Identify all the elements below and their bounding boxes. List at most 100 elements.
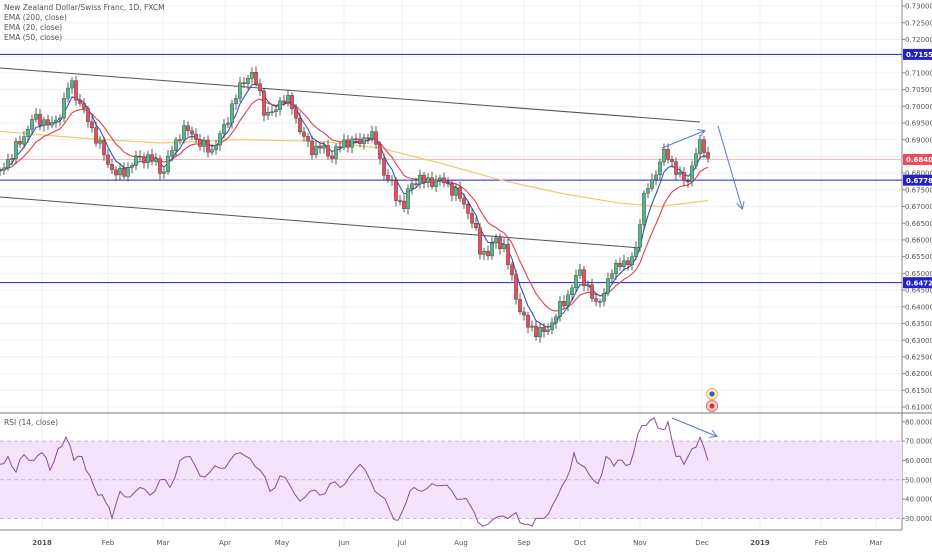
candle-body bbox=[614, 262, 618, 275]
candle-body bbox=[58, 117, 62, 121]
candle-body bbox=[666, 148, 670, 160]
legend-ema20: EMA (20, close) bbox=[4, 23, 63, 32]
rsi-tick-label: 80.0000 bbox=[905, 418, 932, 426]
candle-body bbox=[594, 298, 598, 302]
time-tick-label: Dec bbox=[695, 539, 709, 547]
candle-body bbox=[178, 139, 182, 141]
candle-body bbox=[626, 260, 630, 265]
price-tick-label: 0.66500 bbox=[905, 220, 932, 228]
candle-body bbox=[378, 144, 382, 159]
candle-body bbox=[278, 100, 282, 110]
candle-body bbox=[554, 316, 558, 323]
price-tick-label: 0.61500 bbox=[905, 387, 932, 395]
candle-body bbox=[462, 198, 466, 205]
divergence-arrow-rsi bbox=[671, 417, 716, 436]
candle-body bbox=[670, 159, 674, 162]
time-tick-label: Jul bbox=[397, 539, 407, 547]
rsi-tick-label: 70.0000 bbox=[905, 438, 932, 446]
candle-body bbox=[342, 139, 346, 148]
candle-body bbox=[146, 154, 150, 164]
candle-body bbox=[110, 164, 114, 171]
candle-body bbox=[458, 187, 462, 199]
candle-body bbox=[634, 246, 638, 257]
rsi-tick-label: 40.0000 bbox=[905, 496, 932, 504]
candle-body bbox=[502, 243, 506, 250]
candle-body bbox=[606, 278, 610, 294]
candle-body bbox=[674, 161, 678, 175]
candle-body bbox=[6, 159, 10, 169]
candle-body bbox=[534, 325, 538, 338]
time-tick-label: Feb bbox=[815, 539, 828, 547]
candle-body bbox=[238, 82, 242, 99]
candle-body bbox=[222, 124, 226, 134]
candle-body bbox=[254, 72, 258, 84]
candle-body bbox=[158, 158, 162, 174]
candle-body bbox=[334, 146, 338, 159]
candle-body bbox=[14, 141, 18, 159]
candle-body bbox=[570, 287, 574, 296]
candle-body bbox=[394, 180, 398, 201]
candle-body bbox=[562, 300, 566, 307]
candle-body bbox=[118, 168, 122, 176]
candle-body bbox=[18, 141, 22, 145]
down-arrow bbox=[717, 125, 742, 208]
candle-body bbox=[310, 140, 314, 156]
time-tick-label: May bbox=[275, 539, 289, 547]
candle-body bbox=[506, 243, 510, 265]
candle-body bbox=[230, 103, 234, 124]
time-tick-label: Feb bbox=[102, 539, 115, 547]
candle-body bbox=[154, 158, 158, 162]
candle-body bbox=[454, 187, 458, 196]
annotations bbox=[661, 125, 742, 436]
candle-body bbox=[466, 204, 470, 214]
candle-body bbox=[450, 183, 454, 196]
candle-body bbox=[202, 139, 206, 147]
event-icon-dot bbox=[709, 391, 715, 397]
candle-body bbox=[542, 327, 546, 332]
candle-body bbox=[422, 174, 426, 183]
candle-body bbox=[702, 139, 706, 153]
candle-body bbox=[578, 269, 582, 276]
price-label-box bbox=[903, 48, 932, 60]
price-label-box bbox=[903, 277, 932, 289]
candle-body bbox=[74, 80, 78, 101]
candle-body bbox=[398, 200, 402, 202]
candle-body bbox=[198, 139, 202, 147]
price-tick-label: 0.73000 bbox=[905, 3, 932, 11]
candle-body bbox=[162, 171, 166, 174]
candle-body bbox=[282, 100, 286, 103]
divergence-arrow-price bbox=[661, 131, 704, 149]
candle-body bbox=[226, 122, 230, 125]
candle-body bbox=[298, 118, 302, 133]
time-tick-label: Mar bbox=[156, 539, 169, 547]
candle-body bbox=[274, 109, 278, 112]
ema50-line bbox=[0, 98, 709, 312]
price-tick-label: 0.67000 bbox=[905, 203, 932, 211]
time-tick-label: Nov bbox=[633, 539, 647, 547]
candle-body bbox=[418, 174, 422, 185]
rsi-line bbox=[0, 417, 709, 527]
candle-body bbox=[90, 121, 94, 129]
time-tick-label: Jun bbox=[338, 539, 350, 547]
candle-body bbox=[414, 183, 418, 185]
time-tick-label: Aug bbox=[454, 539, 468, 547]
candle-body bbox=[262, 90, 266, 116]
candle-body bbox=[346, 139, 350, 148]
candle-body bbox=[34, 113, 38, 120]
candle-body bbox=[338, 146, 342, 148]
candle-body bbox=[410, 183, 414, 189]
candle-body bbox=[546, 329, 550, 332]
candle-body bbox=[538, 327, 542, 338]
price-labels: 0.71552 0.68407 0.67788 0.64721 bbox=[903, 48, 932, 289]
candle-body bbox=[686, 180, 690, 183]
candle-body bbox=[482, 250, 486, 255]
candle-body bbox=[322, 145, 326, 149]
candle-body bbox=[374, 131, 378, 145]
price-tick-label: 0.62500 bbox=[905, 353, 932, 361]
legend-ema50: EMA (50, close) bbox=[4, 33, 63, 42]
candle-body bbox=[490, 242, 494, 257]
price-tick-label: 0.72000 bbox=[905, 36, 932, 44]
candle-body bbox=[694, 153, 698, 167]
